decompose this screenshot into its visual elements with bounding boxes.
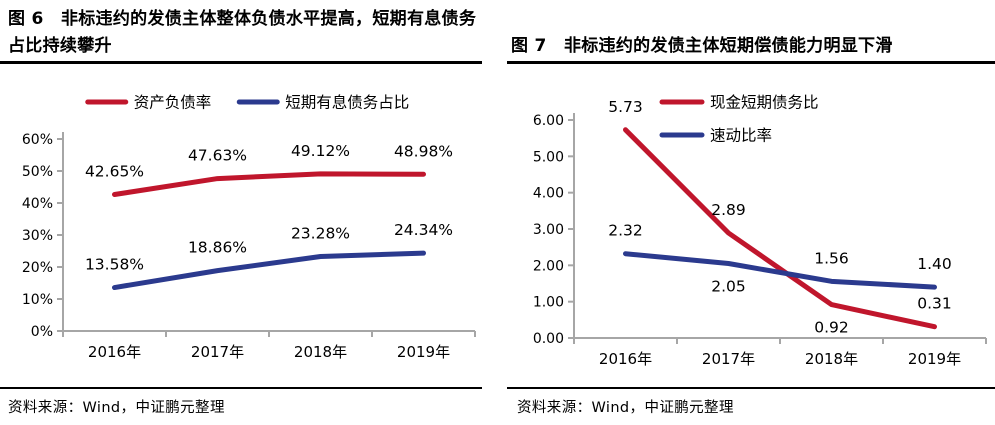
legend: 资产负债率 短期有息债务占比 (85, 94, 409, 112)
x-tick-label: 2017年 (191, 343, 244, 361)
series-line-0 (112, 171, 426, 198)
x-tick-label: 2019年 (397, 343, 450, 361)
y-tick-label: 50% (22, 164, 53, 180)
legend-label: 资产负债率 (134, 94, 212, 112)
series-line-1 (112, 250, 426, 291)
data-label: 47.63% (188, 147, 247, 165)
figure-7-source: 资料来源：Wind，中证鹏元整理 (517, 400, 734, 416)
data-label: 48.98% (394, 142, 453, 160)
figure-6-title: 图 6 非标违约的发债主体整体负债水平提高，短期有息债务占比持续攀升 (8, 9, 477, 56)
figure-7-chart: 0.00 1.00 2.00 3.00 4.00 5.00 6.00 2016年 2017年 20… (533, 94, 987, 368)
y-tick-label: 30% (22, 228, 53, 244)
x-tick-label: 2019年 (908, 350, 961, 368)
series-line-1 (623, 251, 937, 290)
y-tick-label: 0% (31, 324, 53, 340)
y-tick-label: 4.00 (533, 186, 564, 202)
data-label: 1.40 (917, 255, 952, 273)
y-tick-label: 1.00 (533, 295, 564, 311)
data-label: 2.89 (711, 201, 746, 219)
x-tick-label: 2018年 (294, 343, 347, 361)
figure-7-title: 图 7 非标违约的发债主体短期偿债能力明显下滑 (511, 35, 893, 56)
figure-6-chart: 0% 10% 20% 30% 40% 50% 60% 2016年 2017年 2018年 2019年… (22, 94, 476, 361)
data-label: 18.86% (188, 239, 247, 257)
x-tick-label: 2016年 (599, 350, 652, 368)
data-label: 42.65% (85, 163, 144, 181)
y-tick-label: 2.00 (533, 258, 564, 274)
figure-6-title-divider (0, 61, 482, 64)
data-label: 49.12% (291, 142, 350, 160)
y-tick-label: 10% (22, 292, 53, 308)
y-tick-label: 6.00 (533, 113, 564, 129)
y-tick-label: 40% (22, 196, 53, 212)
legend-label: 速动比率 (710, 127, 772, 145)
y-tick-label: 20% (22, 260, 53, 276)
data-label: 5.73 (608, 98, 643, 116)
data-label: 23.28% (291, 225, 350, 243)
figure-7-source-divider (507, 387, 995, 389)
x-tick-label: 2016年 (88, 343, 141, 361)
figure-7-title-divider (507, 61, 995, 64)
y-tick-label: 5.00 (533, 149, 564, 165)
figure-6-panel: 图 6 非标违约的发债主体整体负债水平提高，短期有息债务占比持续攀升 0% 10%… (0, 0, 497, 425)
data-label: 24.34% (394, 221, 453, 239)
data-label: 2.32 (608, 222, 643, 240)
y-tick-label: 3.00 (533, 222, 564, 238)
data-label: 0.31 (917, 295, 952, 313)
figure-6-source: 资料来源：Wind，中证鹏元整理 (8, 400, 225, 416)
data-label: 0.92 (814, 319, 849, 337)
legend-label: 短期有息债务占比 (285, 94, 409, 112)
legend-label: 现金短期债务比 (710, 94, 819, 112)
figure-6-source-divider (0, 387, 482, 389)
axes: 0.00 1.00 2.00 3.00 4.00 5.00 6.00 2016年 2017年 20… (533, 113, 987, 368)
figure-7-panel: 图 7 非标违约的发债主体短期偿债能力明显下滑 0.00 1.00 2.00 3.00… (497, 0, 995, 425)
series-line-0 (623, 127, 937, 330)
data-label: 13.58% (85, 256, 144, 274)
axes: 0% 10% 20% 30% 40% 50% 60% 2016年 2017年 2018年 2019年 (22, 132, 476, 361)
y-tick-label: 60% (22, 132, 53, 148)
data-label: 2.05 (711, 278, 746, 296)
data-label: 1.56 (814, 249, 849, 267)
x-tick-label: 2017年 (702, 350, 755, 368)
x-tick-label: 2018年 (805, 350, 858, 368)
y-tick-label: 0.00 (533, 331, 564, 347)
